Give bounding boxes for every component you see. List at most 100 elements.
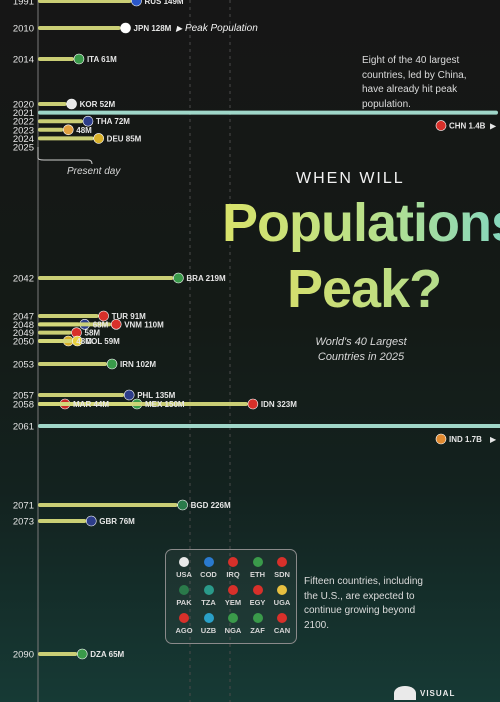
flag-icon	[277, 557, 287, 567]
bar-jpn	[38, 26, 121, 30]
flag-icon	[173, 272, 184, 284]
year-tick-label: 2021	[13, 108, 34, 119]
bar-col	[38, 339, 73, 343]
flag-icon	[177, 499, 188, 511]
annotation-beyond-2100: Fifteen countries, including the U.S., a…	[304, 576, 423, 631]
bar-value-label: 48M	[76, 126, 92, 135]
brand-logo-icon	[394, 686, 416, 700]
bar-gbr	[38, 519, 87, 523]
flag-icon	[179, 557, 189, 567]
bar-value-label: BGD 226M	[191, 501, 231, 510]
year-tick-label: 2071	[13, 501, 34, 512]
flag-icon	[179, 613, 189, 623]
year-tick-label: 2023	[13, 125, 34, 136]
beyond-2100-country-code: UZB	[200, 626, 217, 635]
year-tick-label: 2047	[13, 312, 34, 323]
flag-icon	[85, 515, 97, 527]
flag-icon	[82, 115, 94, 127]
flag-icon	[277, 613, 287, 623]
beyond-2100-country-code: SDN	[274, 570, 290, 579]
beyond-2100-country-code: NGA	[224, 626, 242, 635]
title-line-3: Peak?	[287, 259, 442, 319]
bar-chn	[38, 110, 498, 115]
year-tick-label: 2050	[13, 337, 34, 348]
flag-icon	[252, 585, 263, 595]
bar-value-label: ITA 61M	[87, 55, 117, 64]
bar-value-label: VNM 110M	[124, 320, 164, 329]
beyond-2100-country-code: EGY	[249, 598, 266, 607]
bar-bgd	[38, 503, 178, 507]
year-tick-label: 2048	[13, 320, 34, 331]
flag-icon	[76, 648, 88, 660]
bar-value-label: JPN 128M	[134, 24, 172, 33]
year-tick-label: 2024	[13, 134, 34, 145]
beyond-2100-country-code: USA	[176, 570, 192, 579]
flag-icon	[228, 585, 238, 595]
bar-value-label: PHL 135M	[137, 391, 175, 400]
bar-ind	[38, 424, 500, 428]
bar-value-label: KOR 52M	[80, 100, 116, 109]
flag-icon	[179, 585, 189, 595]
bar-deu	[38, 136, 94, 141]
year-tick-label: 2049	[13, 328, 34, 339]
triangle-right-icon: ▶	[176, 24, 183, 33]
flag-icon	[203, 557, 214, 567]
beyond-2100-country-code: PAK	[176, 598, 192, 607]
bar-kor	[38, 102, 67, 106]
year-tick-label: 2010	[13, 24, 34, 35]
flag-icon	[252, 613, 263, 623]
flag-icon	[228, 613, 238, 623]
continue-arrow-icon: ▶	[490, 435, 497, 444]
flag-icon	[110, 319, 122, 330]
year-tick-label: 2058	[13, 400, 34, 411]
flag-icon	[252, 557, 263, 567]
beyond-2100-country-code: YEM	[224, 598, 242, 607]
bar-value-label: 58M	[85, 329, 101, 338]
beyond-2100-box: USA COD IRQ ETH SDN PAK TZA YEM EGY UGA AGO UZB NGA Z…	[165, 549, 297, 644]
flag-icon	[131, 0, 142, 7]
year-tick-label: 2053	[13, 360, 34, 371]
bar-value-label: MEX 150M	[145, 400, 185, 409]
annotation-present-day: Present day	[67, 166, 121, 177]
bar-value-label: GBR 76M	[99, 517, 135, 526]
bar-rus	[38, 0, 132, 3]
bar-value-label: IND 1.7B	[449, 435, 482, 444]
bar-value-label: THA 72M	[96, 117, 130, 126]
year-tick-label: 2042	[13, 274, 34, 285]
bar-tur	[38, 314, 99, 318]
year-tick-label: 2020	[13, 100, 34, 111]
bar-value-label: BRA 219M	[186, 274, 226, 283]
flag-icon	[93, 133, 104, 144]
bar-value-label: 48M	[76, 337, 92, 346]
year-tick-label: 2090	[13, 650, 34, 661]
flag-icon	[72, 335, 83, 347]
flag-icon	[123, 389, 135, 401]
bar-vnm	[38, 322, 112, 327]
bar-bra	[38, 276, 174, 280]
bar-layer	[38, 0, 500, 660]
subtitle: World's 40 Largest Countries in 2025	[315, 336, 407, 364]
bar-value-label: TUR 91M	[112, 312, 147, 321]
bar-ita	[38, 57, 74, 61]
bar-value-label: DEU 85M	[107, 134, 142, 143]
beyond-2100-country-code: UGA	[273, 598, 291, 607]
axis-layer	[37, 0, 231, 702]
year-tick-label: 2022	[13, 117, 34, 128]
bar-value-label: RUS 149M	[144, 0, 183, 6]
bar-unlabeled	[38, 127, 64, 132]
flag-icon	[98, 310, 109, 322]
beyond-2100-country-code: AGO	[175, 626, 193, 635]
flag-icon	[277, 585, 287, 595]
year-tick-label: 2061	[13, 422, 34, 433]
peak-population-text: Peak Population	[184, 23, 258, 34]
beyond-2100-country-code: IRQ	[226, 570, 240, 579]
year-tick-label: 2014	[13, 55, 34, 66]
flag-icon	[120, 22, 131, 34]
bar-irn	[38, 362, 108, 366]
bar-tha	[38, 119, 83, 124]
title-line-1: WHEN WILL	[296, 170, 405, 187]
bar-value-label: MAR 44M	[73, 400, 109, 409]
year-tick-label: 2057	[13, 391, 34, 402]
